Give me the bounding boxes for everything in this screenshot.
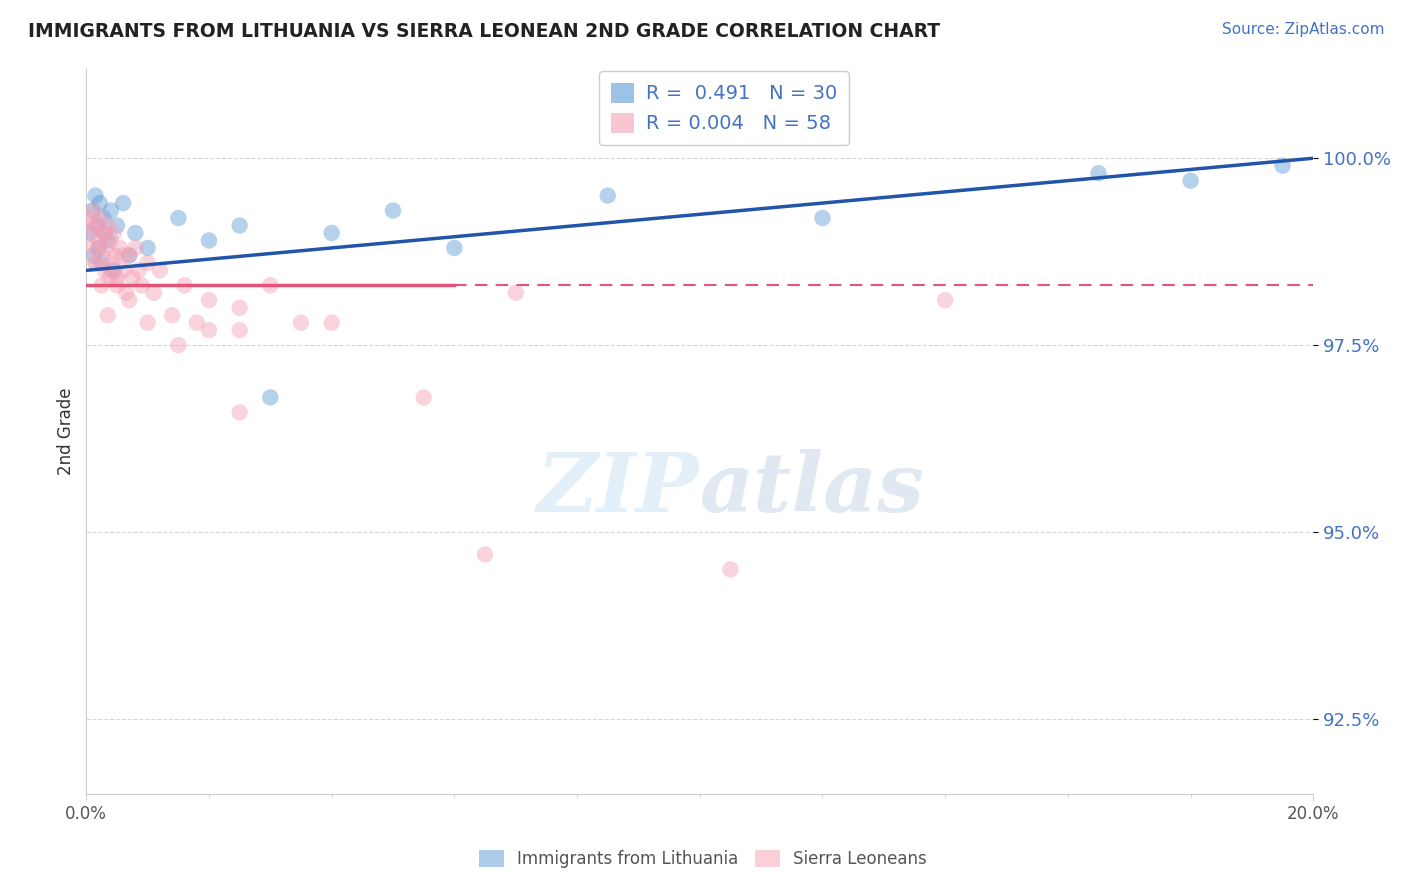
Point — [104, 248, 127, 262]
Point — [186, 316, 208, 330]
Point — [93, 226, 115, 240]
Point — [259, 278, 281, 293]
Point — [93, 226, 115, 240]
Point — [228, 301, 250, 315]
Point — [105, 219, 128, 233]
Point — [934, 293, 956, 308]
Point — [93, 226, 115, 240]
Point — [98, 270, 121, 285]
Point — [136, 316, 159, 330]
Point — [142, 285, 165, 300]
Point — [321, 316, 343, 330]
Text: Source: ZipAtlas.com: Source: ZipAtlas.com — [1222, 22, 1385, 37]
Point — [811, 211, 834, 225]
Point — [127, 263, 149, 277]
Point — [87, 241, 110, 255]
Text: IMMIGRANTS FROM LITHUANIA VS SIERRA LEONEAN 2ND GRADE CORRELATION CHART: IMMIGRANTS FROM LITHUANIA VS SIERRA LEON… — [28, 22, 941, 41]
Point — [118, 248, 141, 262]
Point — [103, 263, 125, 277]
Point — [112, 263, 135, 277]
Point — [1087, 166, 1109, 180]
Point — [82, 219, 104, 233]
Point — [82, 203, 104, 218]
Point — [105, 278, 128, 293]
Point — [290, 316, 312, 330]
Point — [97, 219, 120, 233]
Point — [87, 234, 110, 248]
Point — [124, 226, 146, 240]
Point — [103, 226, 125, 240]
Point — [97, 234, 120, 248]
Point — [105, 270, 128, 285]
Point — [90, 256, 112, 270]
Legend: Immigrants from Lithuania, Sierra Leoneans: Immigrants from Lithuania, Sierra Leonea… — [472, 843, 934, 875]
Text: ZIP: ZIP — [537, 449, 700, 529]
Point — [89, 211, 111, 225]
Point — [443, 241, 465, 255]
Point — [259, 391, 281, 405]
Point — [118, 248, 141, 262]
Point — [1180, 174, 1202, 188]
Point — [94, 241, 117, 255]
Point — [198, 323, 221, 337]
Point — [149, 263, 172, 277]
Point — [100, 234, 122, 248]
Point — [382, 203, 405, 218]
Point — [90, 248, 112, 262]
Point — [93, 263, 115, 277]
Point — [83, 203, 105, 218]
Point — [136, 241, 159, 255]
Point — [167, 211, 190, 225]
Point — [198, 234, 221, 248]
Point — [82, 241, 104, 255]
Point — [228, 405, 250, 419]
Point — [89, 196, 111, 211]
Point — [112, 248, 135, 262]
Point — [108, 241, 131, 255]
Point — [505, 285, 527, 300]
Point — [412, 391, 434, 405]
Point — [80, 226, 103, 240]
Point — [93, 211, 115, 225]
Text: atlas: atlas — [700, 449, 925, 529]
Point — [112, 196, 135, 211]
Legend: R =  0.491   N = 30, R = 0.004   N = 58: R = 0.491 N = 30, R = 0.004 N = 58 — [599, 71, 849, 145]
Point — [160, 308, 183, 322]
Point — [474, 548, 496, 562]
Point — [84, 188, 107, 202]
Point — [228, 323, 250, 337]
Point — [321, 226, 343, 240]
Point — [100, 263, 122, 277]
Point — [198, 293, 221, 308]
Point — [1271, 159, 1294, 173]
Point — [79, 211, 101, 225]
Point — [97, 308, 120, 322]
Point — [90, 278, 112, 293]
Point — [101, 256, 124, 270]
Point — [86, 219, 108, 233]
Point — [87, 241, 110, 255]
Point — [86, 219, 108, 233]
Point — [118, 293, 141, 308]
Y-axis label: 2nd Grade: 2nd Grade — [58, 387, 75, 475]
Point — [121, 270, 143, 285]
Point — [79, 226, 101, 240]
Point — [131, 278, 153, 293]
Point — [84, 256, 107, 270]
Point — [167, 338, 190, 352]
Point — [596, 188, 619, 202]
Point — [720, 562, 742, 576]
Point — [84, 256, 107, 270]
Point — [136, 256, 159, 270]
Point — [83, 248, 105, 262]
Point — [115, 285, 138, 300]
Point — [100, 203, 122, 218]
Point — [228, 219, 250, 233]
Point — [124, 241, 146, 255]
Point — [173, 278, 195, 293]
